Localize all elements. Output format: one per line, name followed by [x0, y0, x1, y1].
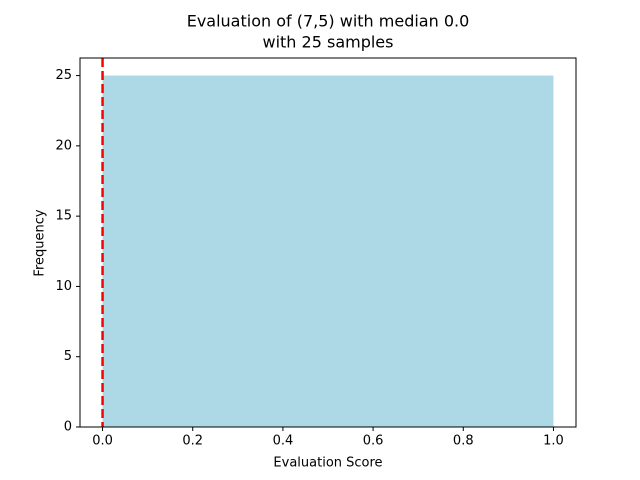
y-tick-label: 0 [64, 420, 72, 435]
plot-frame [79, 57, 577, 428]
histogram-bar [102, 75, 554, 428]
x-tick-label: 0.6 [363, 434, 384, 449]
x-tick-label: 0.2 [182, 434, 203, 449]
y-tick-label: 20 [55, 138, 72, 153]
y-tick-label: 10 [55, 279, 72, 294]
x-tick-label: 0.0 [92, 434, 113, 449]
x-tick-label: 0.4 [273, 434, 294, 449]
x-tick-label: 1.0 [543, 434, 564, 449]
chart-title: Evaluation of (7,5) with median 0.0 [187, 12, 470, 31]
chart-subtitle: with 25 samples [263, 33, 394, 52]
y-tick-label: 15 [55, 209, 72, 224]
y-tick-label: 25 [55, 68, 72, 83]
y-tick-label: 5 [64, 349, 72, 364]
y-axis-label: Frequency [33, 209, 48, 276]
x-axis-label: Evaluation Score [273, 456, 382, 471]
x-tick-label: 0.8 [453, 434, 474, 449]
